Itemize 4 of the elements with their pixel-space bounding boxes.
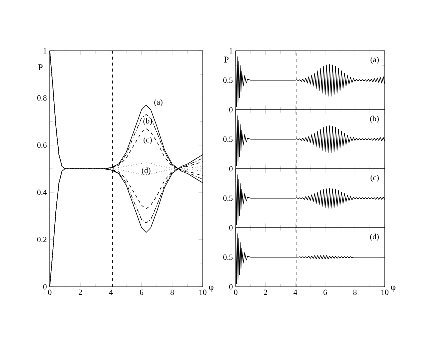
- x-axis-title: φ: [391, 286, 396, 292]
- y-axis-title: P: [224, 56, 229, 63]
- x-axis-title: φ: [209, 286, 214, 292]
- y-axis-title: P: [38, 64, 43, 70]
